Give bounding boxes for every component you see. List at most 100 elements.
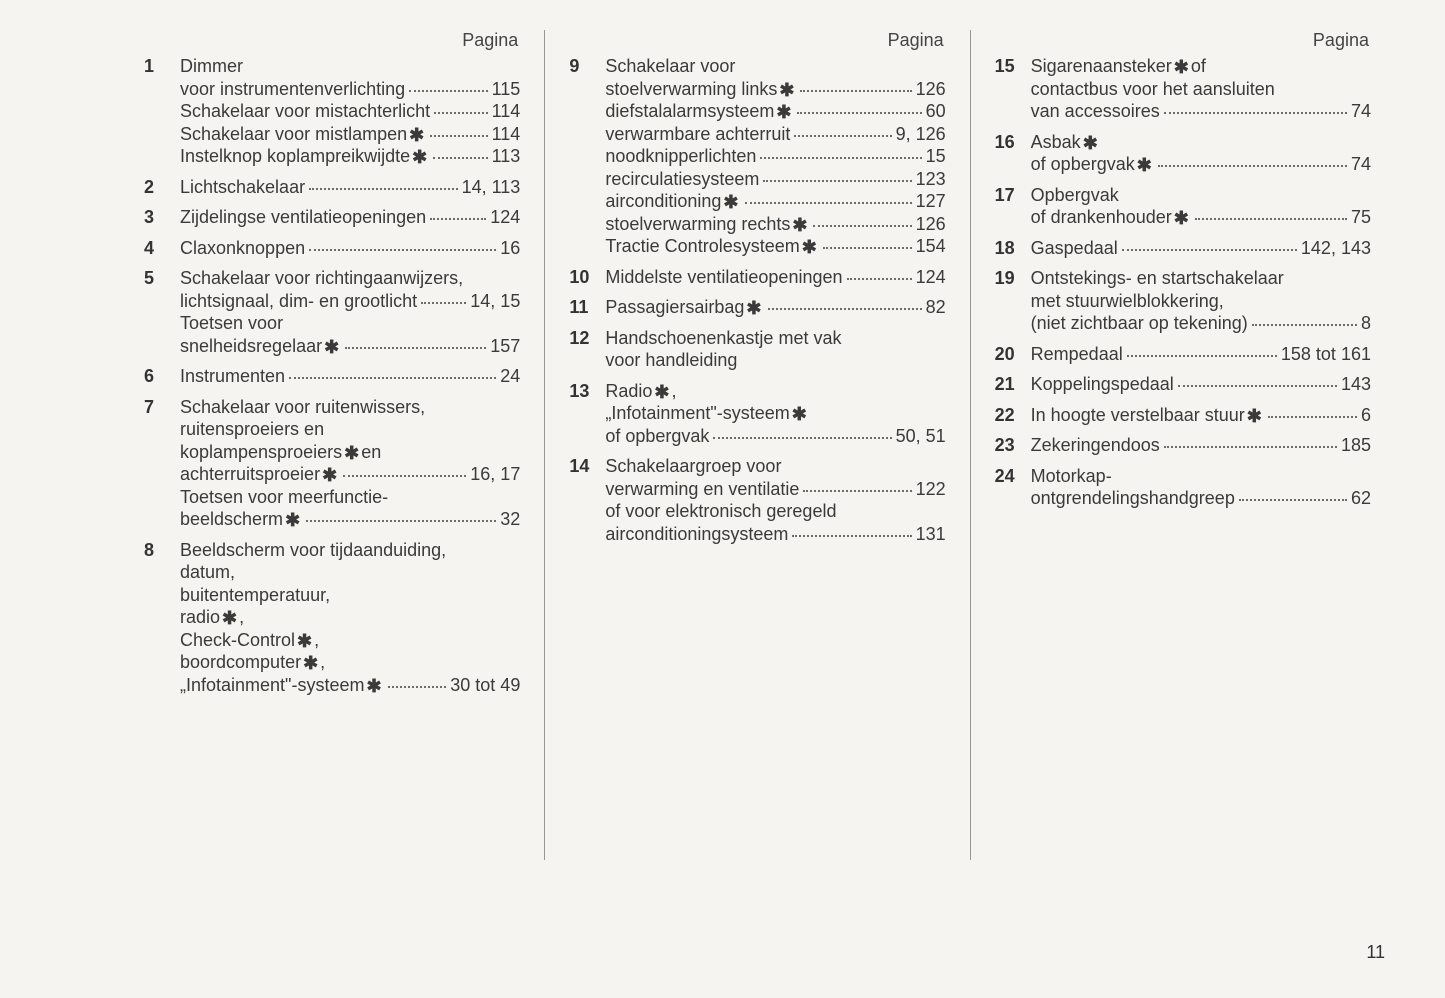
footnote-star-icon: ✱ [723, 191, 738, 214]
entry-line: koplampensproeiers✱ en [180, 441, 520, 464]
footnote-star-icon: ✱ [792, 214, 807, 237]
leader-dots [1252, 324, 1357, 326]
entry-line: datum, [180, 561, 520, 584]
column: Pagina9Schakelaar voorstoelverwarming li… [544, 30, 969, 860]
entry-text: Schakelaar voor [605, 55, 735, 78]
entry-line: van accessoires74 [1031, 100, 1371, 123]
entry-line: stoelverwarming links✱126 [605, 78, 945, 101]
entry-text: lichtsignaal, dim- en grootlicht [180, 290, 417, 313]
entry-line: Instelknop koplampreikwijdte✱113 [180, 145, 520, 168]
footnote-star-icon: ✱ [412, 146, 427, 169]
page-ref: 124 [490, 206, 520, 229]
footnote-star-icon: ✱ [792, 403, 807, 426]
entry-text: Beeldscherm voor tijdaanduiding, [180, 539, 446, 562]
entry-number: 11 [569, 296, 605, 319]
entry-line: beeldscherm✱32 [180, 508, 520, 531]
entry-line: Handschoenenkastje met vak [605, 327, 945, 350]
entry-body: Zijdelingse ventilatieopeningen124 [180, 206, 520, 229]
entry-line: airconditioning✱127 [605, 190, 945, 213]
entry-line: Schakelaar voor richtingaanwijzers, [180, 267, 520, 290]
entry-number: 13 [569, 380, 605, 403]
page-ref: 24 [500, 365, 520, 388]
page-ref: 115 [492, 78, 521, 101]
entry-line: Zijdelingse ventilatieopeningen124 [180, 206, 520, 229]
index-entry: 20Rempedaal158 tot 161 [995, 343, 1371, 366]
entry-text: Koppelingspedaal [1031, 373, 1174, 396]
entry-text: stoelverwarming links [605, 78, 777, 101]
leader-dots [1158, 165, 1347, 167]
leader-dots [768, 308, 922, 310]
leader-dots [797, 112, 921, 114]
leader-dots [388, 686, 447, 688]
entry-text: of drankenhouder [1031, 206, 1172, 229]
entry-line: Radio✱, [605, 380, 945, 403]
entry-text: diefstalalarmsysteem [605, 100, 774, 123]
index-entry: 9Schakelaar voorstoelverwarming links✱12… [569, 55, 945, 258]
entry-text: verwarmbare achterruit [605, 123, 790, 146]
entry-text: verwarming en ventilatie [605, 478, 799, 501]
index-entry: 12Handschoenenkastje met vakvoor handlei… [569, 327, 945, 372]
entry-body: Motorkap-ontgrendelingshandgreep 62 [1031, 465, 1371, 510]
entry-line: Claxonknoppen16 [180, 237, 520, 260]
leader-dots [289, 377, 496, 379]
index-entry: 14Schakelaargroep voorverwarming en vent… [569, 455, 945, 545]
entry-body: Schakelaar voorstoelverwarming links✱126… [605, 55, 945, 258]
leader-dots [745, 202, 912, 204]
footnote-star-icon: ✱ [297, 630, 312, 653]
entry-text: recirculatiesysteem [605, 168, 759, 191]
entry-line: Asbak✱ [1031, 131, 1371, 154]
columns-container: Pagina1Dimmervoor instrumentenverlichtin… [120, 30, 1395, 860]
page-ref: 131 [916, 523, 946, 546]
leader-dots [1164, 112, 1347, 114]
entry-body: Middelste ventilatieopeningen124 [605, 266, 945, 289]
entry-text: Schakelaar voor richtingaanwijzers, [180, 267, 463, 290]
page-ref: 9, 126 [896, 123, 946, 146]
index-entry: 23Zekeringendoos185 [995, 434, 1371, 457]
entry-line: snelheidsregelaar✱157 [180, 335, 520, 358]
entry-body: Dimmervoor instrumentenverlichting115Sch… [180, 55, 520, 168]
page-ref: 62 [1351, 487, 1371, 510]
entry-line: voor instrumentenverlichting 115 [180, 78, 520, 101]
entry-text: Motorkap- [1031, 465, 1112, 488]
entry-body: Asbak✱of opbergvak✱74 [1031, 131, 1371, 176]
leader-dots [421, 302, 466, 304]
entry-line: ontgrendelingshandgreep 62 [1031, 487, 1371, 510]
leader-dots [433, 157, 487, 159]
entry-text: of voor elektronisch geregeld [605, 500, 836, 523]
entry-line: Dimmer [180, 55, 520, 78]
entry-text: snelheidsregelaar [180, 335, 322, 358]
entry-text: voor instrumentenverlichting [180, 78, 405, 101]
entry-line: verwarmbare achterruit 9, 126 [605, 123, 945, 146]
entry-line: Schakelaargroep voor [605, 455, 945, 478]
entry-body: Koppelingspedaal143 [1031, 373, 1371, 396]
footnote-star-icon: ✱ [776, 101, 791, 124]
page-ref: 60 [926, 100, 946, 123]
leader-dots [345, 347, 486, 349]
entry-line: Schakelaar voor [605, 55, 945, 78]
entry-body: Gaspedaal142, 143 [1031, 237, 1371, 260]
entry-text: Zekeringendoos [1031, 434, 1160, 457]
index-entry: 16Asbak✱of opbergvak✱74 [995, 131, 1371, 176]
entry-line: lichtsignaal, dim- en grootlicht14, 15 [180, 290, 520, 313]
entry-line: of drankenhouder✱75 [1031, 206, 1371, 229]
leader-dots [763, 180, 911, 182]
entry-text: In hoogte verstelbaar stuur [1031, 404, 1245, 427]
entry-line: Tractie Controlesysteem✱154 [605, 235, 945, 258]
entry-text: ontgrendelingshandgreep [1031, 487, 1235, 510]
entry-line: met stuurwielblokkering, [1031, 290, 1371, 313]
footnote-star-icon: ✱ [1083, 132, 1098, 155]
entry-line: diefstalalarmsysteem✱ 60 [605, 100, 945, 123]
entry-suffix: en [361, 441, 381, 464]
entry-number: 2 [144, 176, 180, 199]
page-ref: 75 [1351, 206, 1371, 229]
page-ref: 113 [492, 145, 521, 168]
entry-text: Radio [605, 380, 652, 403]
page-ref: 122 [916, 478, 946, 501]
leader-dots [847, 278, 912, 280]
page-ref: 185 [1341, 434, 1371, 457]
page-ref: 158 tot 161 [1281, 343, 1371, 366]
index-entry: 10Middelste ventilatieopeningen124 [569, 266, 945, 289]
page-ref: 74 [1351, 100, 1371, 123]
page-ref: 114 [492, 123, 521, 146]
entry-text: Handschoenenkastje met vak [605, 327, 841, 350]
